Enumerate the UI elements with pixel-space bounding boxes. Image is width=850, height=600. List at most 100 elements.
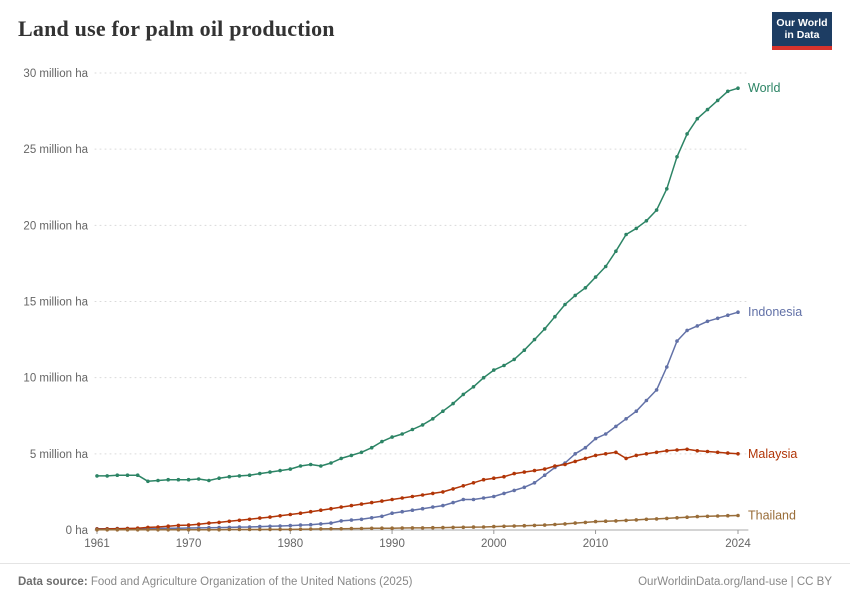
data-point-thailand[interactable]	[369, 526, 374, 531]
data-point-malaysia[interactable]	[207, 521, 211, 525]
data-point-thailand[interactable]	[186, 527, 191, 532]
data-point-malaysia[interactable]	[268, 515, 272, 519]
data-point-malaysia[interactable]	[431, 491, 435, 496]
data-point-indonesia[interactable]	[614, 424, 618, 429]
data-point-indonesia[interactable]	[380, 514, 384, 519]
data-point-world[interactable]	[166, 477, 170, 482]
data-point-world[interactable]	[400, 432, 405, 436]
data-point-world[interactable]	[614, 249, 618, 253]
series-line-malaysia[interactable]	[96, 448, 739, 530]
data-point-indonesia[interactable]	[665, 365, 669, 369]
data-point-malaysia[interactable]	[573, 459, 577, 464]
owid-logo[interactable]: Our World in Data	[772, 12, 832, 50]
data-point-world[interactable]	[522, 348, 527, 353]
data-point-thailand[interactable]	[227, 527, 232, 532]
data-point-indonesia[interactable]	[420, 506, 425, 511]
data-point-indonesia[interactable]	[471, 497, 476, 502]
data-point-thailand[interactable]	[522, 523, 527, 528]
data-point-world[interactable]	[339, 456, 344, 461]
data-point-malaysia[interactable]	[288, 512, 293, 517]
data-point-world[interactable]	[624, 232, 628, 237]
line-chart[interactable]: 0 ha 5 million ha 10 million ha 15 million …	[0, 58, 850, 558]
data-point-thailand[interactable]	[624, 518, 628, 523]
data-point-indonesia[interactable]	[685, 328, 689, 333]
data-point-thailand[interactable]	[634, 518, 639, 522]
data-point-world[interactable]	[288, 467, 293, 471]
data-point-indonesia[interactable]	[492, 494, 496, 499]
data-point-thailand[interactable]	[176, 527, 181, 532]
data-point-world[interactable]	[675, 155, 679, 159]
data-point-indonesia[interactable]	[339, 519, 344, 523]
data-point-world[interactable]	[420, 423, 425, 427]
data-point-malaysia[interactable]	[247, 517, 252, 522]
data-point-thailand[interactable]	[359, 526, 364, 531]
data-point-malaysia[interactable]	[593, 453, 598, 458]
data-point-world[interactable]	[563, 302, 567, 307]
data-point-world[interactable]	[431, 417, 435, 421]
data-point-thailand[interactable]	[105, 528, 109, 532]
series-line-world[interactable]	[97, 87, 739, 483]
data-point-malaysia[interactable]	[237, 518, 242, 523]
data-point-thailand[interactable]	[135, 528, 140, 532]
data-point-world[interactable]	[207, 478, 211, 483]
data-point-thailand[interactable]	[319, 527, 323, 531]
data-point-malaysia[interactable]	[695, 449, 700, 453]
data-point-world[interactable]	[115, 473, 120, 478]
data-point-thailand[interactable]	[237, 527, 242, 532]
data-point-indonesia[interactable]	[319, 522, 323, 526]
data-point-world[interactable]	[186, 477, 191, 482]
data-point-world[interactable]	[603, 264, 608, 269]
data-point-malaysia[interactable]	[563, 462, 567, 467]
data-point-malaysia[interactable]	[471, 481, 476, 485]
data-point-world[interactable]	[685, 132, 689, 136]
data-point-indonesia[interactable]	[481, 496, 486, 500]
data-point-malaysia[interactable]	[420, 493, 425, 497]
data-point-thailand[interactable]	[420, 526, 425, 530]
data-point-indonesia[interactable]	[502, 491, 506, 496]
data-point-malaysia[interactable]	[196, 522, 201, 526]
data-point-thailand[interactable]	[644, 517, 649, 522]
data-point-thailand[interactable]	[542, 523, 547, 527]
data-point-malaysia[interactable]	[339, 505, 344, 509]
data-point-world[interactable]	[451, 401, 455, 406]
data-point-thailand[interactable]	[481, 525, 486, 529]
data-point-thailand[interactable]	[390, 526, 394, 530]
data-point-indonesia[interactable]	[624, 417, 628, 421]
data-point-world[interactable]	[95, 474, 99, 478]
data-point-malaysia[interactable]	[227, 519, 232, 524]
data-point-indonesia[interactable]	[675, 339, 679, 343]
data-point-indonesia[interactable]	[431, 505, 435, 509]
data-point-malaysia[interactable]	[400, 496, 405, 500]
data-point-world[interactable]	[532, 337, 537, 342]
data-point-world[interactable]	[583, 286, 588, 290]
data-point-malaysia[interactable]	[186, 523, 191, 527]
data-point-indonesia[interactable]	[308, 522, 313, 527]
data-point-world[interactable]	[715, 98, 720, 103]
data-point-world[interactable]	[227, 474, 232, 479]
data-point-indonesia[interactable]	[400, 509, 405, 514]
data-point-indonesia[interactable]	[715, 316, 720, 321]
data-point-indonesia[interactable]	[268, 524, 272, 529]
data-point-world[interactable]	[329, 461, 333, 465]
data-point-malaysia[interactable]	[176, 523, 181, 528]
data-point-thailand[interactable]	[685, 515, 689, 519]
data-point-malaysia[interactable]	[166, 524, 170, 528]
data-point-world[interactable]	[196, 477, 201, 481]
data-point-thailand[interactable]	[726, 513, 730, 518]
data-point-malaysia[interactable]	[542, 467, 547, 471]
data-point-indonesia[interactable]	[593, 436, 598, 441]
data-point-indonesia[interactable]	[451, 500, 455, 505]
data-point-world[interactable]	[471, 385, 476, 389]
data-point-indonesia[interactable]	[369, 516, 374, 520]
data-point-world[interactable]	[278, 468, 282, 473]
data-point-malaysia[interactable]	[308, 509, 313, 514]
data-point-malaysia[interactable]	[481, 477, 486, 482]
data-point-world[interactable]	[573, 293, 577, 298]
data-point-indonesia[interactable]	[532, 481, 537, 485]
data-point-malaysia[interactable]	[705, 449, 710, 454]
data-point-malaysia[interactable]	[553, 464, 557, 468]
data-point-indonesia[interactable]	[288, 523, 293, 528]
data-point-thailand[interactable]	[380, 526, 384, 530]
data-point-thailand[interactable]	[603, 519, 608, 523]
data-point-indonesia[interactable]	[298, 523, 303, 527]
